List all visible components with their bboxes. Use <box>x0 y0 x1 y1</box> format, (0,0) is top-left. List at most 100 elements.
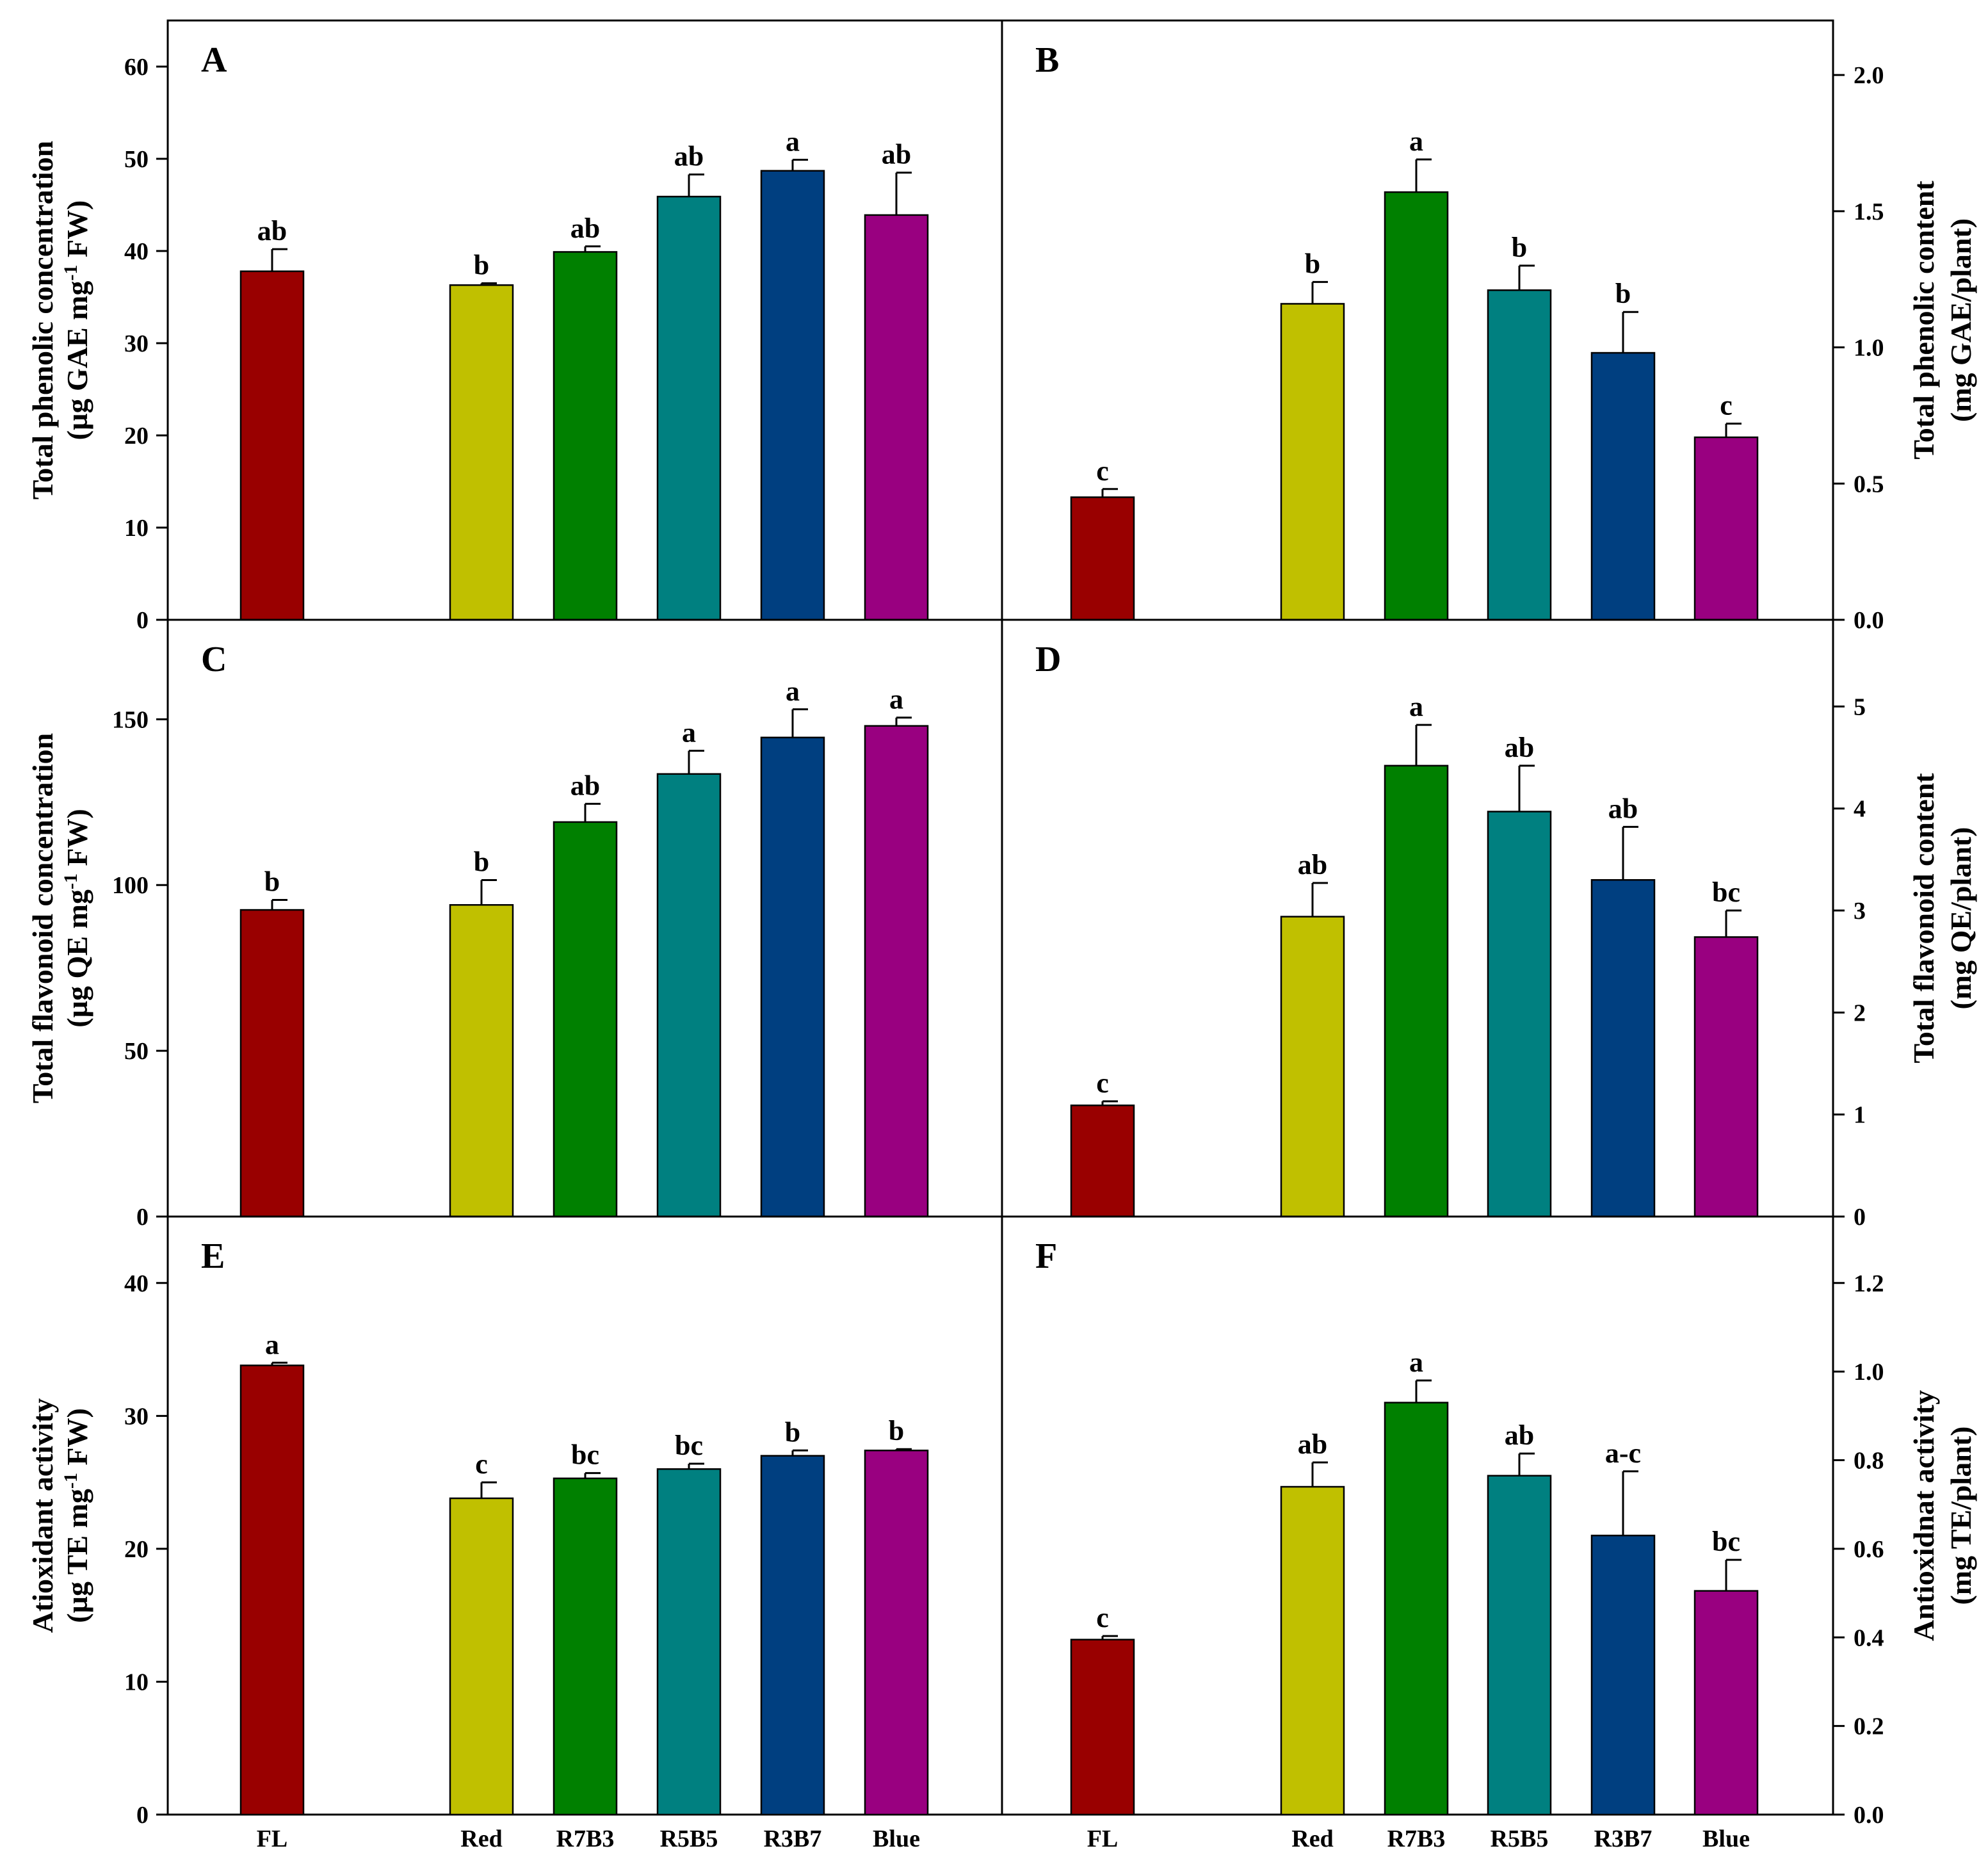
x-tick-label: R3B7 <box>1594 1825 1653 1852</box>
x-tick-label: R7B3 <box>1387 1825 1446 1852</box>
bar-r5b5 <box>1487 289 1552 621</box>
bar-r3b7 <box>760 170 825 621</box>
significance-label: ab <box>1505 1420 1534 1451</box>
panel-d: D 0 1 2 3 4 5 Total flavonoid content (mg QE/pla… <box>1001 619 1977 1231</box>
panel-a: A 0 10 20 30 40 50 60 Total phenolic concentrati… <box>26 19 1003 634</box>
significance-label: bc <box>1712 877 1740 908</box>
x-tick-label: Red <box>460 1825 502 1852</box>
bar-red <box>449 284 514 621</box>
y-axis-title: Antioxidnat activity <box>1907 1390 1940 1641</box>
significance-label: c <box>1096 455 1109 487</box>
panel-letter: A <box>201 40 227 80</box>
significance-label: b <box>474 249 489 280</box>
significance-label: a <box>1409 691 1423 722</box>
y-tick-label: 1.0 <box>1854 1359 1884 1386</box>
significance-label: b <box>474 846 489 877</box>
panel-c: C 0 50 100 150 Total flavonoid concentration(… <box>26 619 1003 1231</box>
y-tick-label: 0 <box>136 1802 149 1829</box>
units-superscript: -1 <box>60 873 81 889</box>
bar-r3b7 <box>760 1455 825 1816</box>
significance-label: ab <box>1608 793 1638 824</box>
significance-label: a-c <box>1605 1437 1641 1469</box>
bar-r3b7 <box>1590 352 1656 621</box>
y-tick-label: 0 <box>1854 1204 1866 1231</box>
significance-label: ab <box>1298 849 1327 880</box>
significance-label: ab <box>674 140 704 172</box>
significance-label: b <box>785 1416 800 1448</box>
units-text: (µg GAE mg <box>61 281 93 441</box>
y-tick-label: 40 <box>124 238 149 265</box>
units-text: FW) <box>61 809 93 873</box>
y-tick-label: 1.5 <box>1854 198 1884 225</box>
bar-r7b3 <box>553 1477 618 1816</box>
y-tick-label: 0.8 <box>1854 1448 1884 1475</box>
bar-r3b7 <box>1590 1534 1656 1816</box>
y-tick-label: 0 <box>136 1204 149 1231</box>
bar-fl <box>239 270 305 621</box>
bar-r7b3 <box>1384 1402 1449 1816</box>
significance-label: bc <box>1712 1526 1740 1557</box>
bar-fl <box>239 909 305 1218</box>
y-tick-label: 0.5 <box>1854 471 1884 498</box>
bar-r7b3 <box>553 821 618 1218</box>
bar-fl <box>1070 496 1135 621</box>
panel-letter: C <box>201 640 227 679</box>
significance-label: ab <box>257 215 287 247</box>
significance-label: ab <box>1505 732 1534 763</box>
units-text: FW) <box>61 1408 93 1473</box>
y-axis-units: (mg TE/plant) <box>1944 1426 1977 1605</box>
y-tick-label: 60 <box>124 54 149 81</box>
panel-letter: F <box>1035 1236 1057 1276</box>
significance-label: b <box>1305 248 1320 279</box>
bar-r5b5 <box>656 1468 722 1816</box>
y-tick-label: 40 <box>124 1270 149 1297</box>
panel-letter: D <box>1035 640 1061 679</box>
y-axis-title: Total phenolic content <box>1907 181 1940 460</box>
x-tick-label: R5B5 <box>660 1825 718 1852</box>
y-tick-label: 0.2 <box>1854 1713 1884 1740</box>
significance-label: a <box>889 684 903 715</box>
units-text: (mg TE/plant) <box>1944 1426 1977 1605</box>
y-tick-label: 10 <box>124 1669 149 1695</box>
y-tick-label: 1.0 <box>1854 335 1884 362</box>
x-tick-label: Blue <box>873 1825 920 1852</box>
y-tick-label: 2 <box>1854 999 1866 1026</box>
bar-red <box>1280 1485 1345 1816</box>
significance-label: ab <box>882 139 911 170</box>
significance-label: b <box>264 866 280 898</box>
y-tick-label: 20 <box>124 423 149 449</box>
significance-label: a <box>786 125 800 157</box>
bar-r7b3 <box>1384 765 1449 1218</box>
significance-label: b <box>1512 232 1527 263</box>
significance-label: bc <box>571 1439 599 1471</box>
bar-fl <box>239 1364 305 1816</box>
y-tick-label: 150 <box>112 706 149 733</box>
significance-label: ab <box>1298 1428 1327 1460</box>
x-tick-label: Red <box>1291 1825 1333 1852</box>
bar-blue <box>1693 1590 1759 1816</box>
bar-r7b3 <box>1384 191 1449 621</box>
significance-label: a <box>1409 125 1423 157</box>
bar-red <box>1280 303 1345 621</box>
significance-label: ab <box>570 770 600 801</box>
y-tick-label: 100 <box>112 872 149 899</box>
significance-label: a <box>682 717 696 748</box>
bar-fl <box>1070 1639 1135 1816</box>
y-tick-label: 0.6 <box>1854 1536 1884 1563</box>
bar-r5b5 <box>656 195 722 621</box>
y-tick-label: 1 <box>1854 1102 1866 1129</box>
y-tick-label: 5 <box>1854 693 1866 720</box>
bar-red <box>449 1497 514 1816</box>
panel-b: B 0.0 0.5 1.0 1.5 2.0 Total phenolic content (m… <box>1001 19 1977 634</box>
y-tick-label: 0.0 <box>1854 1802 1884 1829</box>
significance-label: a <box>786 676 800 707</box>
significance-label: c <box>1096 1067 1109 1099</box>
y-tick-label: 0.4 <box>1854 1624 1884 1651</box>
bar-blue <box>864 725 929 1218</box>
y-tick-label: 10 <box>124 515 149 542</box>
y-tick-label: 4 <box>1854 796 1866 823</box>
y-tick-label: 20 <box>124 1536 149 1563</box>
x-tick-label: FL <box>1087 1825 1119 1852</box>
bar-r3b7 <box>760 736 825 1218</box>
